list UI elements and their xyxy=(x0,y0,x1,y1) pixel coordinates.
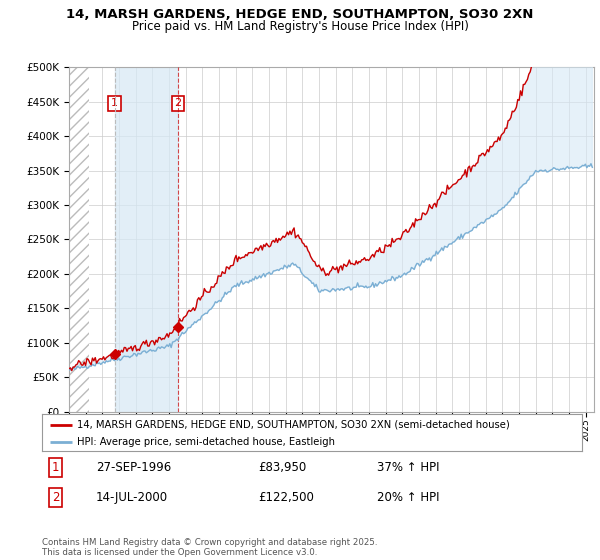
Text: 2: 2 xyxy=(175,99,182,109)
Text: 14, MARSH GARDENS, HEDGE END, SOUTHAMPTON, SO30 2XN: 14, MARSH GARDENS, HEDGE END, SOUTHAMPTO… xyxy=(67,8,533,21)
Bar xyxy=(115,67,178,412)
Text: HPI: Average price, semi-detached house, Eastleigh: HPI: Average price, semi-detached house,… xyxy=(77,437,335,447)
Text: 1: 1 xyxy=(52,461,59,474)
Text: 27-SEP-1996: 27-SEP-1996 xyxy=(96,461,171,474)
Text: 14-JUL-2000: 14-JUL-2000 xyxy=(96,491,168,504)
Text: 1: 1 xyxy=(111,99,118,109)
Text: 14, MARSH GARDENS, HEDGE END, SOUTHAMPTON, SO30 2XN (semi-detached house): 14, MARSH GARDENS, HEDGE END, SOUTHAMPTO… xyxy=(77,419,510,430)
Text: 2: 2 xyxy=(52,491,59,504)
Text: 37% ↑ HPI: 37% ↑ HPI xyxy=(377,461,439,474)
Text: £83,950: £83,950 xyxy=(258,461,306,474)
Text: £122,500: £122,500 xyxy=(258,491,314,504)
Text: Contains HM Land Registry data © Crown copyright and database right 2025.
This d: Contains HM Land Registry data © Crown c… xyxy=(42,538,377,557)
Text: Price paid vs. HM Land Registry's House Price Index (HPI): Price paid vs. HM Land Registry's House … xyxy=(131,20,469,32)
Text: 20% ↑ HPI: 20% ↑ HPI xyxy=(377,491,439,504)
